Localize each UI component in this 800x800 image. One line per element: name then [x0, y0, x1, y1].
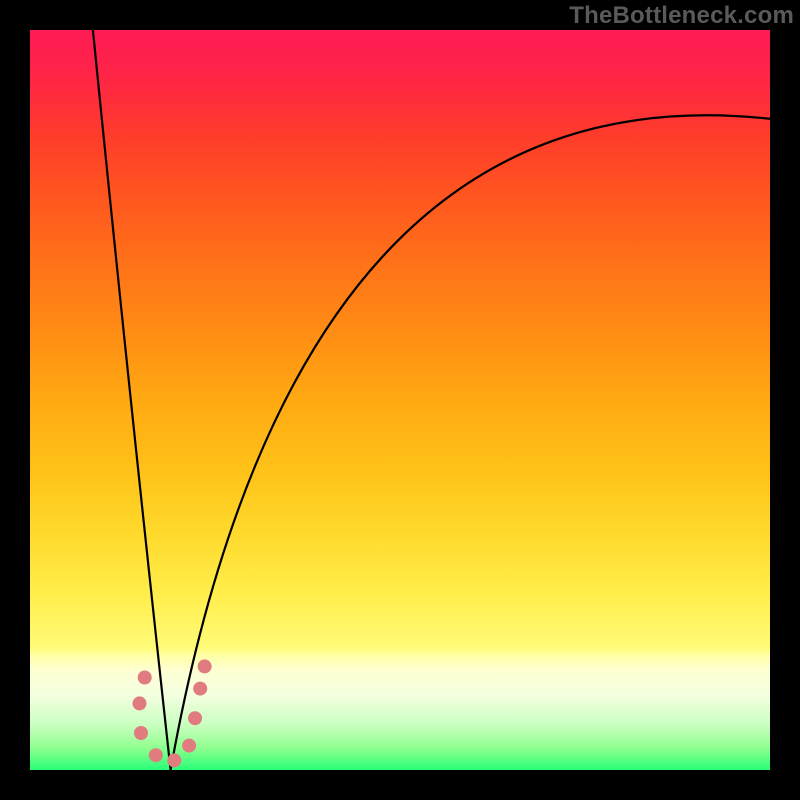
valley-marker	[133, 696, 147, 710]
valley-marker	[188, 711, 202, 725]
watermark-label: TheBottleneck.com	[569, 2, 794, 30]
valley-marker	[134, 726, 148, 740]
chart-root: TheBottleneck.com	[0, 0, 800, 800]
valley-marker	[198, 659, 212, 673]
bottleneck-curve-chart	[0, 0, 800, 800]
valley-marker	[193, 682, 207, 696]
chart-gradient-bg	[30, 30, 770, 770]
valley-marker	[149, 748, 163, 762]
valley-marker	[167, 753, 181, 767]
valley-marker	[138, 671, 152, 685]
valley-marker	[182, 739, 196, 753]
